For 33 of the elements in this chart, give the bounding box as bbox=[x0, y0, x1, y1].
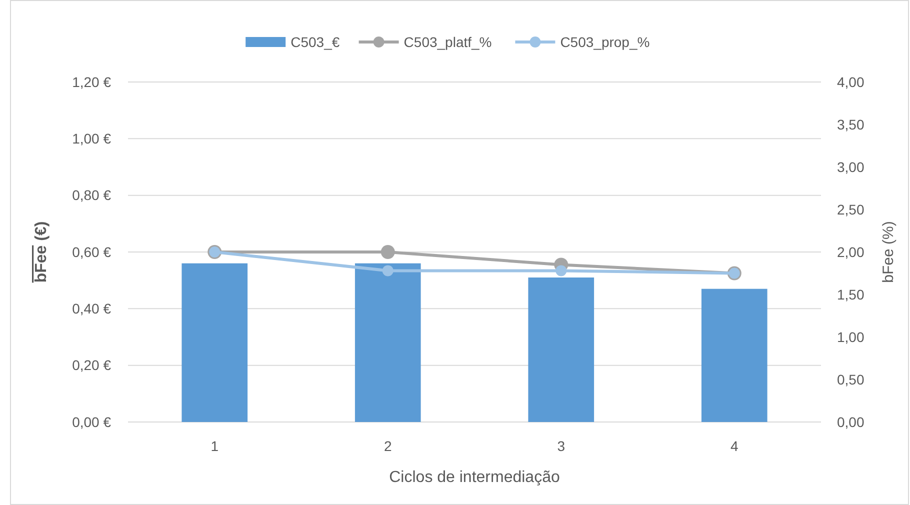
y2-tick-label: 4,00 bbox=[837, 74, 864, 90]
y2-tick-label: 1,00 bbox=[837, 328, 864, 345]
y2-tick-label: 2,00 bbox=[837, 244, 864, 260]
point bbox=[380, 245, 395, 259]
x-tick-label: 1 bbox=[210, 438, 219, 454]
x-tick-label: 3 bbox=[557, 438, 566, 454]
bar bbox=[701, 288, 768, 422]
y2-tick-label: 1,50 bbox=[837, 286, 864, 302]
bar bbox=[354, 263, 421, 422]
y2-axis-title: bFee (%) bbox=[880, 221, 897, 283]
y2-tick-label: 0,00 bbox=[837, 414, 864, 430]
y2-tick-label: 0,50 bbox=[837, 371, 864, 388]
x-axis-title: Ciclos de intermediação bbox=[389, 469, 560, 486]
y-tick-label: 0,20 € bbox=[72, 357, 112, 374]
legend-label: C503_prop_% bbox=[560, 34, 650, 50]
legend-label: C503_platf_% bbox=[404, 34, 492, 50]
y-tick-label: 0,40 € bbox=[72, 300, 112, 317]
legend-label: C503_€ bbox=[290, 34, 340, 50]
bar bbox=[528, 278, 594, 422]
y2-tick-label: 3,00 bbox=[837, 158, 864, 175]
x-tick-label: 2 bbox=[384, 438, 392, 454]
point bbox=[556, 265, 567, 276]
y-tick-label: 0,00 € bbox=[72, 414, 112, 430]
y-tick-label: 0,60 € bbox=[72, 244, 112, 260]
y-tick-label: 1,00 € bbox=[72, 130, 112, 147]
y2-tick-label: 2,50 bbox=[837, 201, 864, 218]
bar bbox=[182, 263, 248, 422]
y-tick-label: 0,80 € bbox=[72, 187, 112, 204]
y2-tick-label: 3,50 bbox=[837, 116, 864, 132]
point bbox=[382, 265, 394, 276]
y-tick-label: 1,20 € bbox=[72, 74, 112, 90]
x-tick-label: 4 bbox=[730, 438, 738, 454]
y-axis-title: bFee (€) bbox=[33, 221, 50, 283]
